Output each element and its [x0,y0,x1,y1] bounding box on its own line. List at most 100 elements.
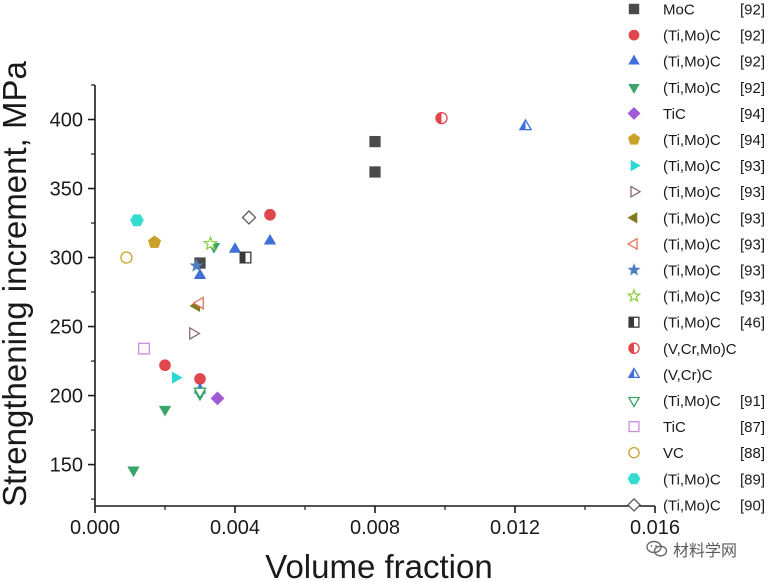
data-point-shape [263,233,277,245]
legend-label: (Ti,Mo)C [663,80,721,97]
data-point [130,214,144,227]
data-point-shape [189,258,204,272]
data-point [369,135,381,148]
legend-marker [627,367,641,379]
data-point-shape [158,405,172,417]
legend-item: (Ti,Mo)C [46] [628,315,765,332]
data-point [147,235,162,248]
legend-label: (V,Cr,Mo)C [663,341,737,358]
data-point [518,118,533,131]
data-point-half [240,252,246,263]
legend-item: TiC [87] [628,419,765,436]
data-point-shape [138,342,150,355]
legend-marker-shape [627,212,638,224]
legend-item: TiC [94] [627,106,765,123]
data-point-shape [192,296,204,310]
data-point-shape [239,251,252,264]
legend-label: (Ti,Mo)C [663,184,721,201]
legend-ref: [89] [740,471,765,488]
x-tick-label: 0.012 [490,517,540,539]
legend-marker [627,106,641,120]
data-point [127,466,140,478]
y-tick-label: 200 [50,386,83,408]
data-point [189,326,201,341]
legend-marker-shape [628,3,640,15]
legend-marker-shape [628,446,640,459]
legend-marker [628,421,640,433]
legend-marker-shape [627,497,641,512]
legend-ref: [93] [740,158,765,175]
legend-ref: [91] [740,393,765,410]
data-point [239,251,252,264]
legend-marker [627,133,641,145]
legend-ref: [92] [740,2,765,19]
y-axis-label: Strengthening increment, MPa [0,60,33,506]
legend-marker-shape [627,133,641,145]
legend-marker-shape [630,185,642,199]
legend-marker [627,473,641,485]
legend-item: (Ti,Mo)C [92] [628,54,765,71]
legend-marker [628,342,640,355]
data-point [210,391,225,406]
legend-item: (Ti,Mo)C [91] [627,393,765,410]
legend-ref: [92] [740,54,765,71]
legend-marker [628,84,640,94]
x-tick-label: 0.016 [630,517,680,539]
legend-item: (V,Cr,Mo)C [628,341,737,358]
legend-label: (Ti,Mo)C [663,263,721,280]
legend-marker-shape [628,316,640,328]
legend-marker-shape [628,84,640,94]
legend-label: VC [663,445,684,462]
legend-marker [626,237,638,251]
data-point [193,387,207,400]
legend-marker [630,159,641,172]
watermark-text: 材料学网 [673,541,738,560]
data-point [194,373,206,385]
data-point-shape [202,235,219,251]
legend-marker-shape [628,29,640,41]
legend-ref: [93] [740,184,765,201]
data-point-shape [130,214,144,227]
legend-ref: [87] [740,419,765,436]
y-tick-label: 150 [50,455,83,477]
data-point-shape [193,268,207,280]
legend-item: (Ti,Mo)C [93] [626,288,765,306]
data-point [159,359,171,372]
data-point [193,268,207,280]
legend-marker-shape [627,367,641,379]
legend-item: MoC [92] [628,2,765,19]
legend-label: (Ti,Mo)C [663,236,721,253]
legend-item: (Ti,Mo)C [93] [630,184,765,201]
y-tick-label: 250 [50,317,83,339]
legend-ref: [93] [740,289,765,306]
x-axis-label: Volume fraction [265,548,492,581]
legend-item: (Ti,Mo)C [92] [628,28,765,45]
data-point [120,251,133,264]
data-point [202,235,219,251]
legend-item: (Ti,Mo)C [90] [627,497,765,514]
legend-marker [628,54,640,65]
data-point [228,242,242,253]
legend-label: (Ti,Mo)C [663,28,721,45]
data-point [171,371,183,384]
axes-layer: 0.000 0.004 0.008 0.012 0.016 150 200 250 300 350… [50,84,680,539]
legend-item: (Ti,Mo)C [89] [627,471,765,488]
legend-item: (Ti,Mo)C [93] [627,210,765,227]
legend-marker-shape [627,473,641,485]
legend-ref: [46] [740,315,765,332]
legend-ref: [93] [740,263,765,280]
legend-item: (Ti,Mo)C [93] [626,236,765,253]
legend-marker [627,263,641,276]
legend-ref: [88] [740,445,765,462]
data-point [369,166,381,178]
legend-item: (Ti,Mo)C [94] [627,132,765,149]
data-point-shape [435,111,448,125]
data-point-shape [369,166,381,178]
legend-item: (Ti,Mo)C [93] [630,158,765,175]
legend-marker [626,288,642,303]
x-tick-label: 0.004 [210,517,260,539]
legend-label: TiC [663,106,686,123]
legend-item: (V,Cr)C [627,367,713,384]
